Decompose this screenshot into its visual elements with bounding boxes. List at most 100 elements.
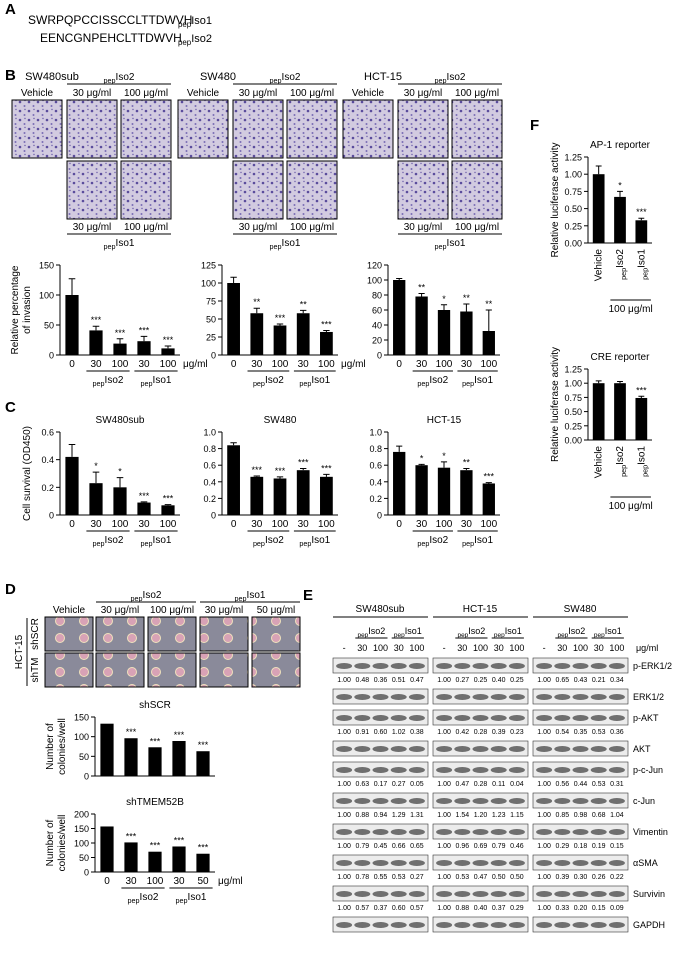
band — [490, 922, 507, 928]
quantification: 0.34 — [610, 677, 624, 684]
sequence: SWRPQPCCISSCCLTTDWVH — [28, 13, 192, 27]
band — [472, 891, 489, 897]
band — [572, 767, 589, 773]
micrograph — [286, 99, 338, 159]
quantification: 0.27 — [410, 874, 424, 881]
quantification: 0.50 — [492, 874, 506, 881]
colony-image — [147, 652, 197, 688]
bar — [614, 383, 626, 440]
significance: *** — [252, 465, 263, 475]
lane-label: 100 — [609, 643, 624, 653]
pep-subscript: pep — [462, 379, 474, 388]
quantification: 1.20 — [474, 812, 488, 819]
band — [590, 891, 607, 897]
y-tick-label: 0.00 — [564, 436, 582, 446]
bar — [250, 313, 264, 355]
error-bar — [418, 293, 425, 297]
unit-label: μg/ml — [341, 359, 366, 370]
quantification: 0.54 — [555, 729, 569, 736]
group-label: pepIso2 — [357, 626, 385, 639]
group-label: pepIso2 — [457, 626, 485, 639]
x-tick-label: 100 — [480, 359, 497, 370]
protein-label: GAPDH — [633, 920, 665, 930]
quantification: 0.96 — [455, 843, 469, 850]
bar — [137, 341, 151, 355]
band — [408, 798, 425, 804]
band — [536, 922, 553, 928]
peptide-name: Iso1 — [474, 375, 493, 386]
x-tick-label: 30 — [173, 876, 185, 887]
bar — [460, 311, 473, 355]
peptide-name: Iso2 — [191, 33, 212, 45]
error-bar — [396, 278, 403, 280]
colony-image — [44, 652, 94, 688]
bar — [172, 846, 186, 872]
quantification: 1.00 — [537, 729, 551, 736]
peptide-name: Iso2 — [615, 446, 626, 465]
y-tick-label: 150 — [74, 824, 89, 834]
band — [390, 922, 407, 928]
quantification: 0.47 — [455, 781, 469, 788]
y-tick-label: 100 — [201, 279, 216, 289]
bar — [296, 470, 310, 515]
treatment-label: Vehicle — [21, 88, 54, 99]
band — [354, 798, 371, 804]
x-tick-label: 30 — [461, 359, 473, 370]
peptide-name: Iso1 — [474, 535, 493, 546]
band — [554, 767, 571, 773]
band — [490, 767, 507, 773]
row-label: shSCR — [30, 618, 41, 650]
band — [472, 694, 489, 700]
significance: ** — [485, 299, 493, 309]
quantification: 0.18 — [574, 843, 588, 850]
error-bar — [638, 217, 645, 221]
peptide-name: Iso2 — [105, 375, 124, 386]
x-tick-label: pepIso1 — [636, 249, 649, 280]
dose-label: 30 μg/ml — [73, 88, 112, 99]
group-label: pepIso1 — [594, 626, 622, 639]
peptide-name: Iso2 — [429, 535, 448, 546]
band — [472, 829, 489, 835]
error-bar — [323, 473, 330, 477]
error-bar — [140, 501, 148, 503]
band — [554, 860, 571, 866]
micrograph — [397, 99, 449, 159]
group-label: pepIso2 — [128, 892, 159, 905]
error-bar — [595, 380, 602, 384]
lane-label: 30 — [494, 643, 504, 653]
band — [390, 715, 407, 721]
band — [336, 860, 353, 866]
band — [490, 663, 507, 669]
band — [336, 767, 353, 773]
band — [554, 922, 571, 928]
quantification: 0.46 — [510, 843, 524, 850]
quantification: 0.69 — [474, 843, 488, 850]
quantification: 0.35 — [574, 729, 588, 736]
micrograph — [342, 99, 394, 159]
dose-label: 30 μg/ml — [205, 605, 244, 616]
peptide-name: Iso1 — [605, 626, 622, 636]
quantification: 0.45 — [374, 843, 388, 850]
quantification: 0.88 — [455, 905, 469, 912]
quantification: 0.38 — [410, 729, 424, 736]
band — [472, 860, 489, 866]
group-label: pepIso2 — [131, 590, 162, 603]
y-axis-label: colonies/well — [57, 815, 68, 872]
band — [472, 746, 489, 752]
band — [508, 860, 525, 866]
band — [372, 922, 389, 928]
band — [354, 746, 371, 752]
quantification: 0.53 — [392, 874, 406, 881]
quantification: 0.57 — [410, 905, 424, 912]
significance: *** — [163, 494, 174, 504]
band — [536, 829, 553, 835]
group-label: pepIso2 — [104, 72, 135, 85]
y-tick-label: 0 — [49, 511, 54, 521]
error-bar — [440, 304, 448, 310]
y-tick-label: 150 — [39, 261, 54, 271]
micrograph — [232, 99, 284, 159]
x-tick-label: 30 — [416, 359, 428, 370]
quantification: 0.22 — [610, 874, 624, 881]
panel-letter: F — [530, 117, 539, 134]
peptide-name: Iso2 — [568, 626, 585, 636]
